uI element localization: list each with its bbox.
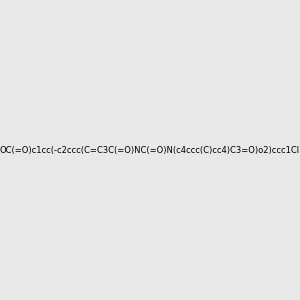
Text: OC(=O)c1cc(-c2ccc(C=C3C(=O)NC(=O)N(c4ccc(C)cc4)C3=O)o2)ccc1Cl: OC(=O)c1cc(-c2ccc(C=C3C(=O)NC(=O)N(c4ccc… (0, 146, 300, 154)
